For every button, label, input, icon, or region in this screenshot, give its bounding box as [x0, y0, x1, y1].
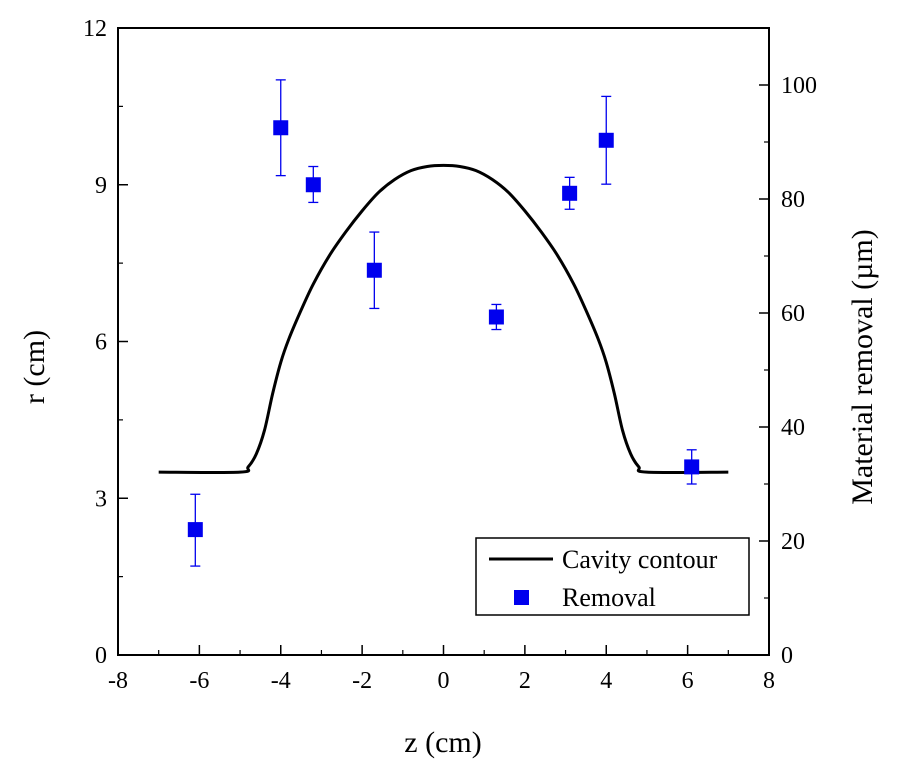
- legend-marker-swatch: [514, 590, 529, 605]
- x-tick-label: -2: [352, 668, 372, 694]
- removal-point: [366, 262, 382, 278]
- legend-label-removal: Removal: [562, 583, 656, 612]
- y-tick-label: 0: [95, 643, 107, 669]
- x-tick-label: 4: [600, 668, 612, 694]
- y-tick-label: 6: [95, 330, 107, 356]
- points-layer: [187, 79, 700, 567]
- ticks-layer: [117, 27, 770, 656]
- legend-label-contour: Cavity contour: [562, 545, 718, 574]
- removal-point: [488, 309, 504, 325]
- y2-tick-label: 80: [781, 187, 805, 213]
- y2-tick-label: 20: [781, 529, 805, 555]
- y-tick-label: 3: [95, 486, 107, 512]
- x-tick-label: -6: [189, 668, 209, 694]
- y2-tick-label: 0: [781, 643, 793, 669]
- x-tick-label: 2: [519, 668, 531, 694]
- y-tick-label: 12: [83, 16, 107, 42]
- curve-layer: [158, 163, 729, 475]
- y-axis-title: r (cm): [18, 330, 51, 404]
- removal-point: [562, 185, 578, 201]
- cavity-contour-line: [158, 163, 729, 475]
- removal-point: [684, 459, 700, 475]
- removal-point: [598, 132, 614, 148]
- x-axis-title: z (cm): [404, 726, 481, 759]
- y2-tick-label: 100: [781, 73, 817, 99]
- x-tick-label: 0: [438, 668, 450, 694]
- y2-axis-title: Material removal (µm): [846, 229, 879, 505]
- x-tick-label: -8: [108, 668, 128, 694]
- legend: Cavity contour Removal: [475, 537, 750, 616]
- x-tick-label: 8: [763, 668, 775, 694]
- y2-tick-label: 60: [781, 301, 805, 327]
- x-tick-label: 6: [682, 668, 694, 694]
- removal-point: [187, 522, 203, 538]
- y-tick-label: 9: [95, 173, 107, 199]
- y2-tick-label: 40: [781, 415, 805, 441]
- removal-point: [273, 120, 289, 136]
- removal-point: [305, 177, 321, 193]
- x-tick-label: -4: [271, 668, 291, 694]
